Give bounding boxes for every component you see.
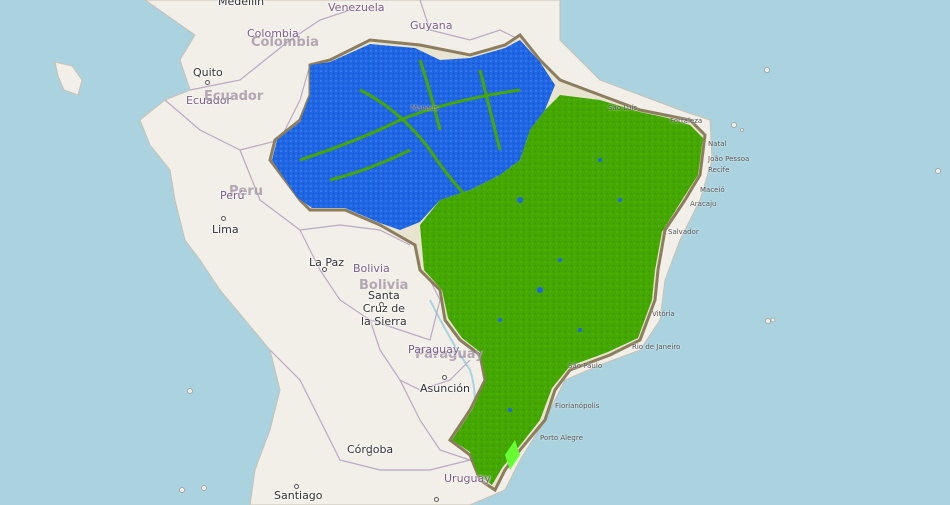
city-dot-cordoba [367, 451, 372, 456]
blue-speckles [498, 158, 622, 412]
galapagos-island [54, 61, 83, 96]
city-dot-santiago [294, 484, 299, 489]
city-dot-asuncion [442, 375, 447, 380]
city-dot-santa-cruz [379, 302, 384, 307]
city-dot-quito [205, 80, 210, 85]
city-dot-la-paz [322, 267, 327, 272]
lagoon [505, 440, 520, 470]
city-dot-uruguay [434, 497, 439, 502]
city-dot-lima [221, 216, 226, 221]
small-islands [179, 67, 941, 493]
river-corridors [299, 59, 521, 202]
green-coverage [420, 95, 703, 485]
